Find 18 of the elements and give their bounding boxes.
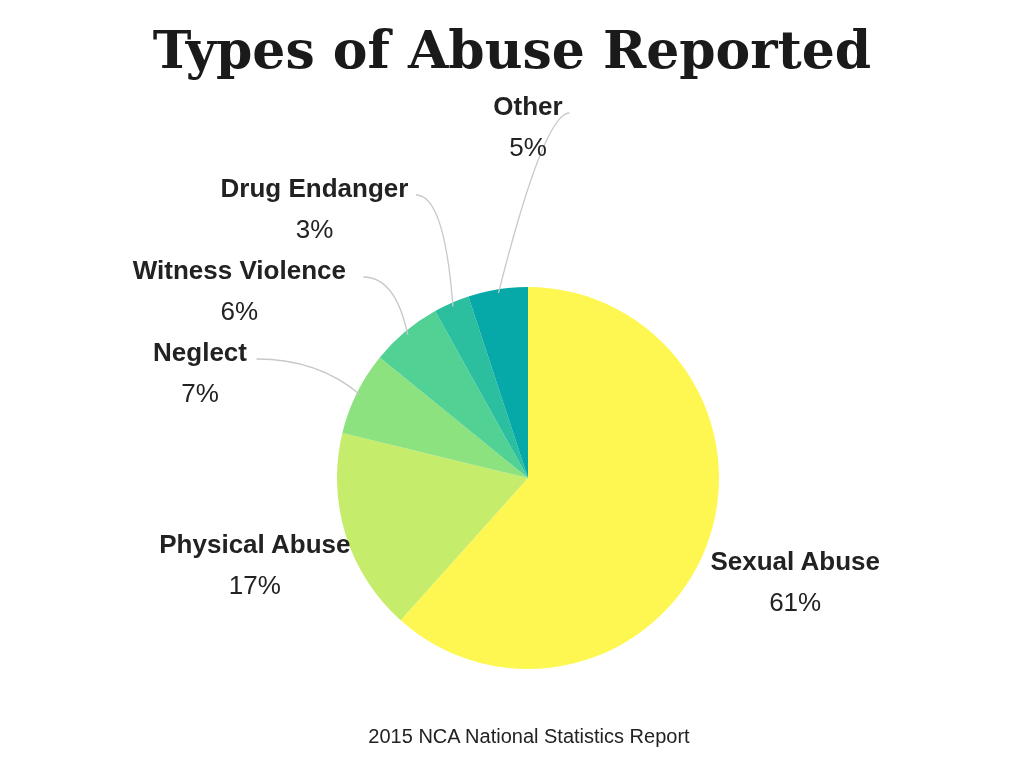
data-label: 5% bbox=[509, 132, 547, 162]
pie-slice bbox=[379, 311, 528, 478]
pie-slice bbox=[435, 296, 528, 478]
data-label: 17% bbox=[228, 569, 281, 600]
slice-label: Other bbox=[493, 91, 563, 121]
data-label: 61% bbox=[769, 587, 822, 618]
slice-label: Sexual Abuse bbox=[710, 546, 880, 577]
data-label: 3% bbox=[295, 214, 334, 244]
slice-label: Witness Violence bbox=[132, 255, 346, 285]
text: 2015 NCA National Statistics Report bbox=[368, 725, 691, 747]
slice-label: Physical Abuse bbox=[159, 528, 351, 559]
chart-title: Types of Abuse Reported bbox=[152, 19, 872, 80]
pie-slice bbox=[342, 357, 528, 478]
slice-label: Drug Endanger bbox=[220, 173, 409, 203]
data-label: 6% bbox=[220, 296, 259, 326]
pie-slice bbox=[468, 287, 528, 478]
data-label: 7% bbox=[181, 378, 219, 408]
slice-label: Neglect bbox=[153, 337, 248, 367]
